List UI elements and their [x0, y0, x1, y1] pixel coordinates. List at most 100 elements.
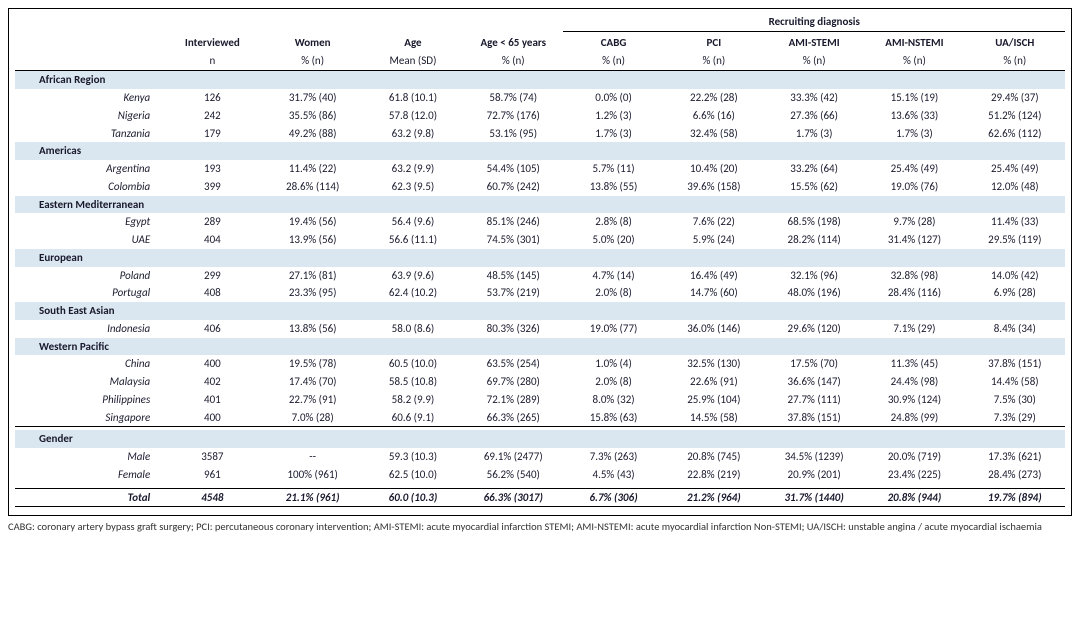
cell: 63.2 (9.9): [363, 160, 463, 178]
cell: 961: [162, 466, 262, 484]
table-row: Malaysia40217.4% (70)58.5 (10.8)69.7% (2…: [15, 373, 1065, 391]
table-row: Female961100% (961)62.5 (10.0)56.2% (540…: [15, 466, 1065, 484]
cell: 6.6% (16): [664, 107, 764, 125]
cell: 63.2 (9.8): [363, 125, 463, 143]
cell: 32.1% (96): [764, 267, 864, 285]
cell: 242: [162, 107, 262, 125]
cell: 7.6% (22): [664, 213, 764, 231]
col-header-0: Interviewed: [162, 31, 262, 51]
cell: 14.4% (58): [965, 373, 1065, 391]
cell: 179: [162, 125, 262, 143]
cell: 22.2% (28): [664, 89, 764, 107]
cell: 5.7% (11): [563, 160, 663, 178]
region-label: Americas: [15, 142, 1065, 160]
col-header-4: CABG: [563, 31, 663, 51]
row-label: Colombia: [15, 178, 162, 196]
cell: 7.3% (263): [563, 448, 663, 466]
col-header-1: Women: [263, 31, 363, 51]
cell: 23.3% (95): [263, 284, 363, 302]
cell: 7.5% (30): [965, 391, 1065, 409]
table-row: China40019.5% (78)60.5 (10.0)63.5% (254)…: [15, 355, 1065, 373]
region-label: Eastern Mediterranean: [15, 196, 1065, 214]
region-row: Gender: [15, 430, 1065, 448]
cell: 400: [162, 409, 262, 427]
cell: 58.5 (10.8): [363, 373, 463, 391]
cell: 36.6% (147): [764, 373, 864, 391]
cell: 24.8% (99): [864, 409, 964, 427]
col-header-5: PCI: [664, 31, 764, 51]
row-label: Malaysia: [15, 373, 162, 391]
cell: 289: [162, 213, 262, 231]
cell: 39.6% (158): [664, 178, 764, 196]
table-row: Male3587--59.3 (10.3)69.1% (2477)7.3% (2…: [15, 448, 1065, 466]
cell: 61.8 (10.1): [363, 89, 463, 107]
cell: 25.4% (49): [864, 160, 964, 178]
cell: 69.7% (280): [463, 373, 563, 391]
cell: 5.0% (20): [563, 231, 663, 249]
col-header-7: AMI-NSTEMI: [864, 31, 964, 51]
cell: 68.5% (198): [764, 213, 864, 231]
cell: --: [263, 448, 363, 466]
cell: 56.2% (540): [463, 466, 563, 484]
table-row: Kenya12631.7% (40)61.8 (10.1)58.7% (74)0…: [15, 89, 1065, 107]
region-row: South East Asian: [15, 302, 1065, 320]
cell: 15.8% (63): [563, 409, 663, 427]
region-row: European: [15, 249, 1065, 267]
cell: 37.8% (151): [764, 409, 864, 427]
row-label: Poland: [15, 267, 162, 285]
cell: 193: [162, 160, 262, 178]
cell: 48.5% (145): [463, 267, 563, 285]
cell: 14.5% (58): [664, 409, 764, 427]
cell: 16.4% (49): [664, 267, 764, 285]
cell: 85.1% (246): [463, 213, 563, 231]
cell: 12.0% (48): [965, 178, 1065, 196]
cell: 58.0 (8.6): [363, 320, 463, 338]
header-group-recruiting: Recruiting diagnosis: [563, 13, 1065, 31]
cell: 8.4% (34): [965, 320, 1065, 338]
cell: 4.7% (14): [563, 267, 663, 285]
cell: 19.5% (78): [263, 355, 363, 373]
cell: 25.9% (104): [664, 391, 764, 409]
cell: 66.3% (265): [463, 409, 563, 427]
region-label: European: [15, 249, 1065, 267]
cell: 20.8% (944): [864, 488, 964, 507]
cell: 62.5 (10.0): [363, 466, 463, 484]
region-row: Western Pacific: [15, 338, 1065, 356]
table-row: Colombia39928.6% (114)62.3 (9.5)60.7% (2…: [15, 178, 1065, 196]
cell: 13.9% (56): [263, 231, 363, 249]
col-header-6: AMI-STEMI: [764, 31, 864, 51]
cell: 57.8 (12.0): [363, 107, 463, 125]
total-row: Total454821.1% (961)60.0 (10.3)66.3% (30…: [15, 488, 1065, 507]
cell: 20.8% (745): [664, 448, 764, 466]
table-row: Poland29927.1% (81)63.9 (9.6)48.5% (145)…: [15, 267, 1065, 285]
region-row: African Region: [15, 71, 1065, 89]
cell: 1.7% (3): [764, 125, 864, 143]
cell: 299: [162, 267, 262, 285]
col-header-8: UA/ISCH: [965, 31, 1065, 51]
cell: 6.7% (306): [563, 488, 663, 507]
col-header-3: Age < 65 years: [463, 31, 563, 51]
cell: 60.6 (9.1): [363, 409, 463, 427]
cell: 19.7% (894): [965, 488, 1065, 507]
footnote: CABG: coronary artery bypass graft surge…: [8, 520, 1072, 533]
region-row: Eastern Mediterranean: [15, 196, 1065, 214]
table-row: Egypt28919.4% (56)56.4 (9.6)85.1% (246)2…: [15, 213, 1065, 231]
cell: 31.7% (1440): [764, 488, 864, 507]
col-subheader-1: % (n): [263, 52, 363, 71]
cell: 28.4% (273): [965, 466, 1065, 484]
cell: 3587: [162, 448, 262, 466]
cell: 58.2 (9.9): [363, 391, 463, 409]
cell: 56.4 (9.6): [363, 213, 463, 231]
cell: 17.4% (70): [263, 373, 363, 391]
cell: 58.7% (74): [463, 89, 563, 107]
row-label: UAE: [15, 231, 162, 249]
cell: 13.6% (33): [864, 107, 964, 125]
cell: 32.4% (58): [664, 125, 764, 143]
region-label: African Region: [15, 71, 1065, 89]
cell: 23.4% (225): [864, 466, 964, 484]
row-label: Indonesia: [15, 320, 162, 338]
table-row: Indonesia40613.8% (56)58.0 (8.6)80.3% (3…: [15, 320, 1065, 338]
col-subheader-7: % (n): [864, 52, 964, 71]
cell: 10.4% (20): [664, 160, 764, 178]
cell: 22.8% (219): [664, 466, 764, 484]
